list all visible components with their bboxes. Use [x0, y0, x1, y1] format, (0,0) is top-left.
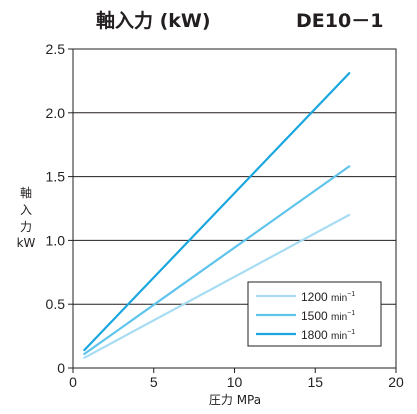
legend-label: 1200 min−1 — [301, 290, 355, 304]
y-tick-label: 1.5 — [46, 169, 66, 185]
y-tick-label: 0.5 — [46, 296, 66, 312]
y-tick-label: 0 — [57, 360, 65, 376]
y-axis-label-line: 力 — [20, 220, 32, 234]
y-tick-label: 2.5 — [46, 41, 66, 57]
y-axis-label: 軸 入 力 kW — [17, 186, 36, 250]
legend-label: 1500 min−1 — [301, 309, 355, 323]
x-tick-label: 0 — [69, 374, 77, 390]
x-tick-label: 5 — [150, 374, 158, 390]
x-tick-label: 20 — [388, 374, 404, 390]
y-ticks: 0 0.5 1.0 1.5 2.0 2.5 — [46, 41, 73, 376]
chart-title: 軸入力 (kW) — [96, 9, 211, 32]
x-tick-label: 15 — [307, 374, 323, 390]
y-axis-label-line: kW — [17, 236, 36, 250]
y-tick-label: 2.0 — [46, 105, 66, 121]
x-axis-label: 圧力 MPa — [209, 393, 261, 407]
y-axis-label-line: 軸 — [20, 186, 32, 200]
y-tick-label: 1.0 — [46, 232, 66, 248]
legend-label: 1800 min−1 — [301, 328, 355, 342]
legend: 1200 min−1 1500 min−1 1800 min−1 — [248, 282, 381, 346]
y-axis-label-line: 入 — [20, 203, 32, 217]
x-ticks: 0 5 10 15 20 — [69, 368, 404, 390]
x-tick-label: 10 — [227, 374, 243, 390]
model-label: DE10－1 — [296, 10, 383, 32]
